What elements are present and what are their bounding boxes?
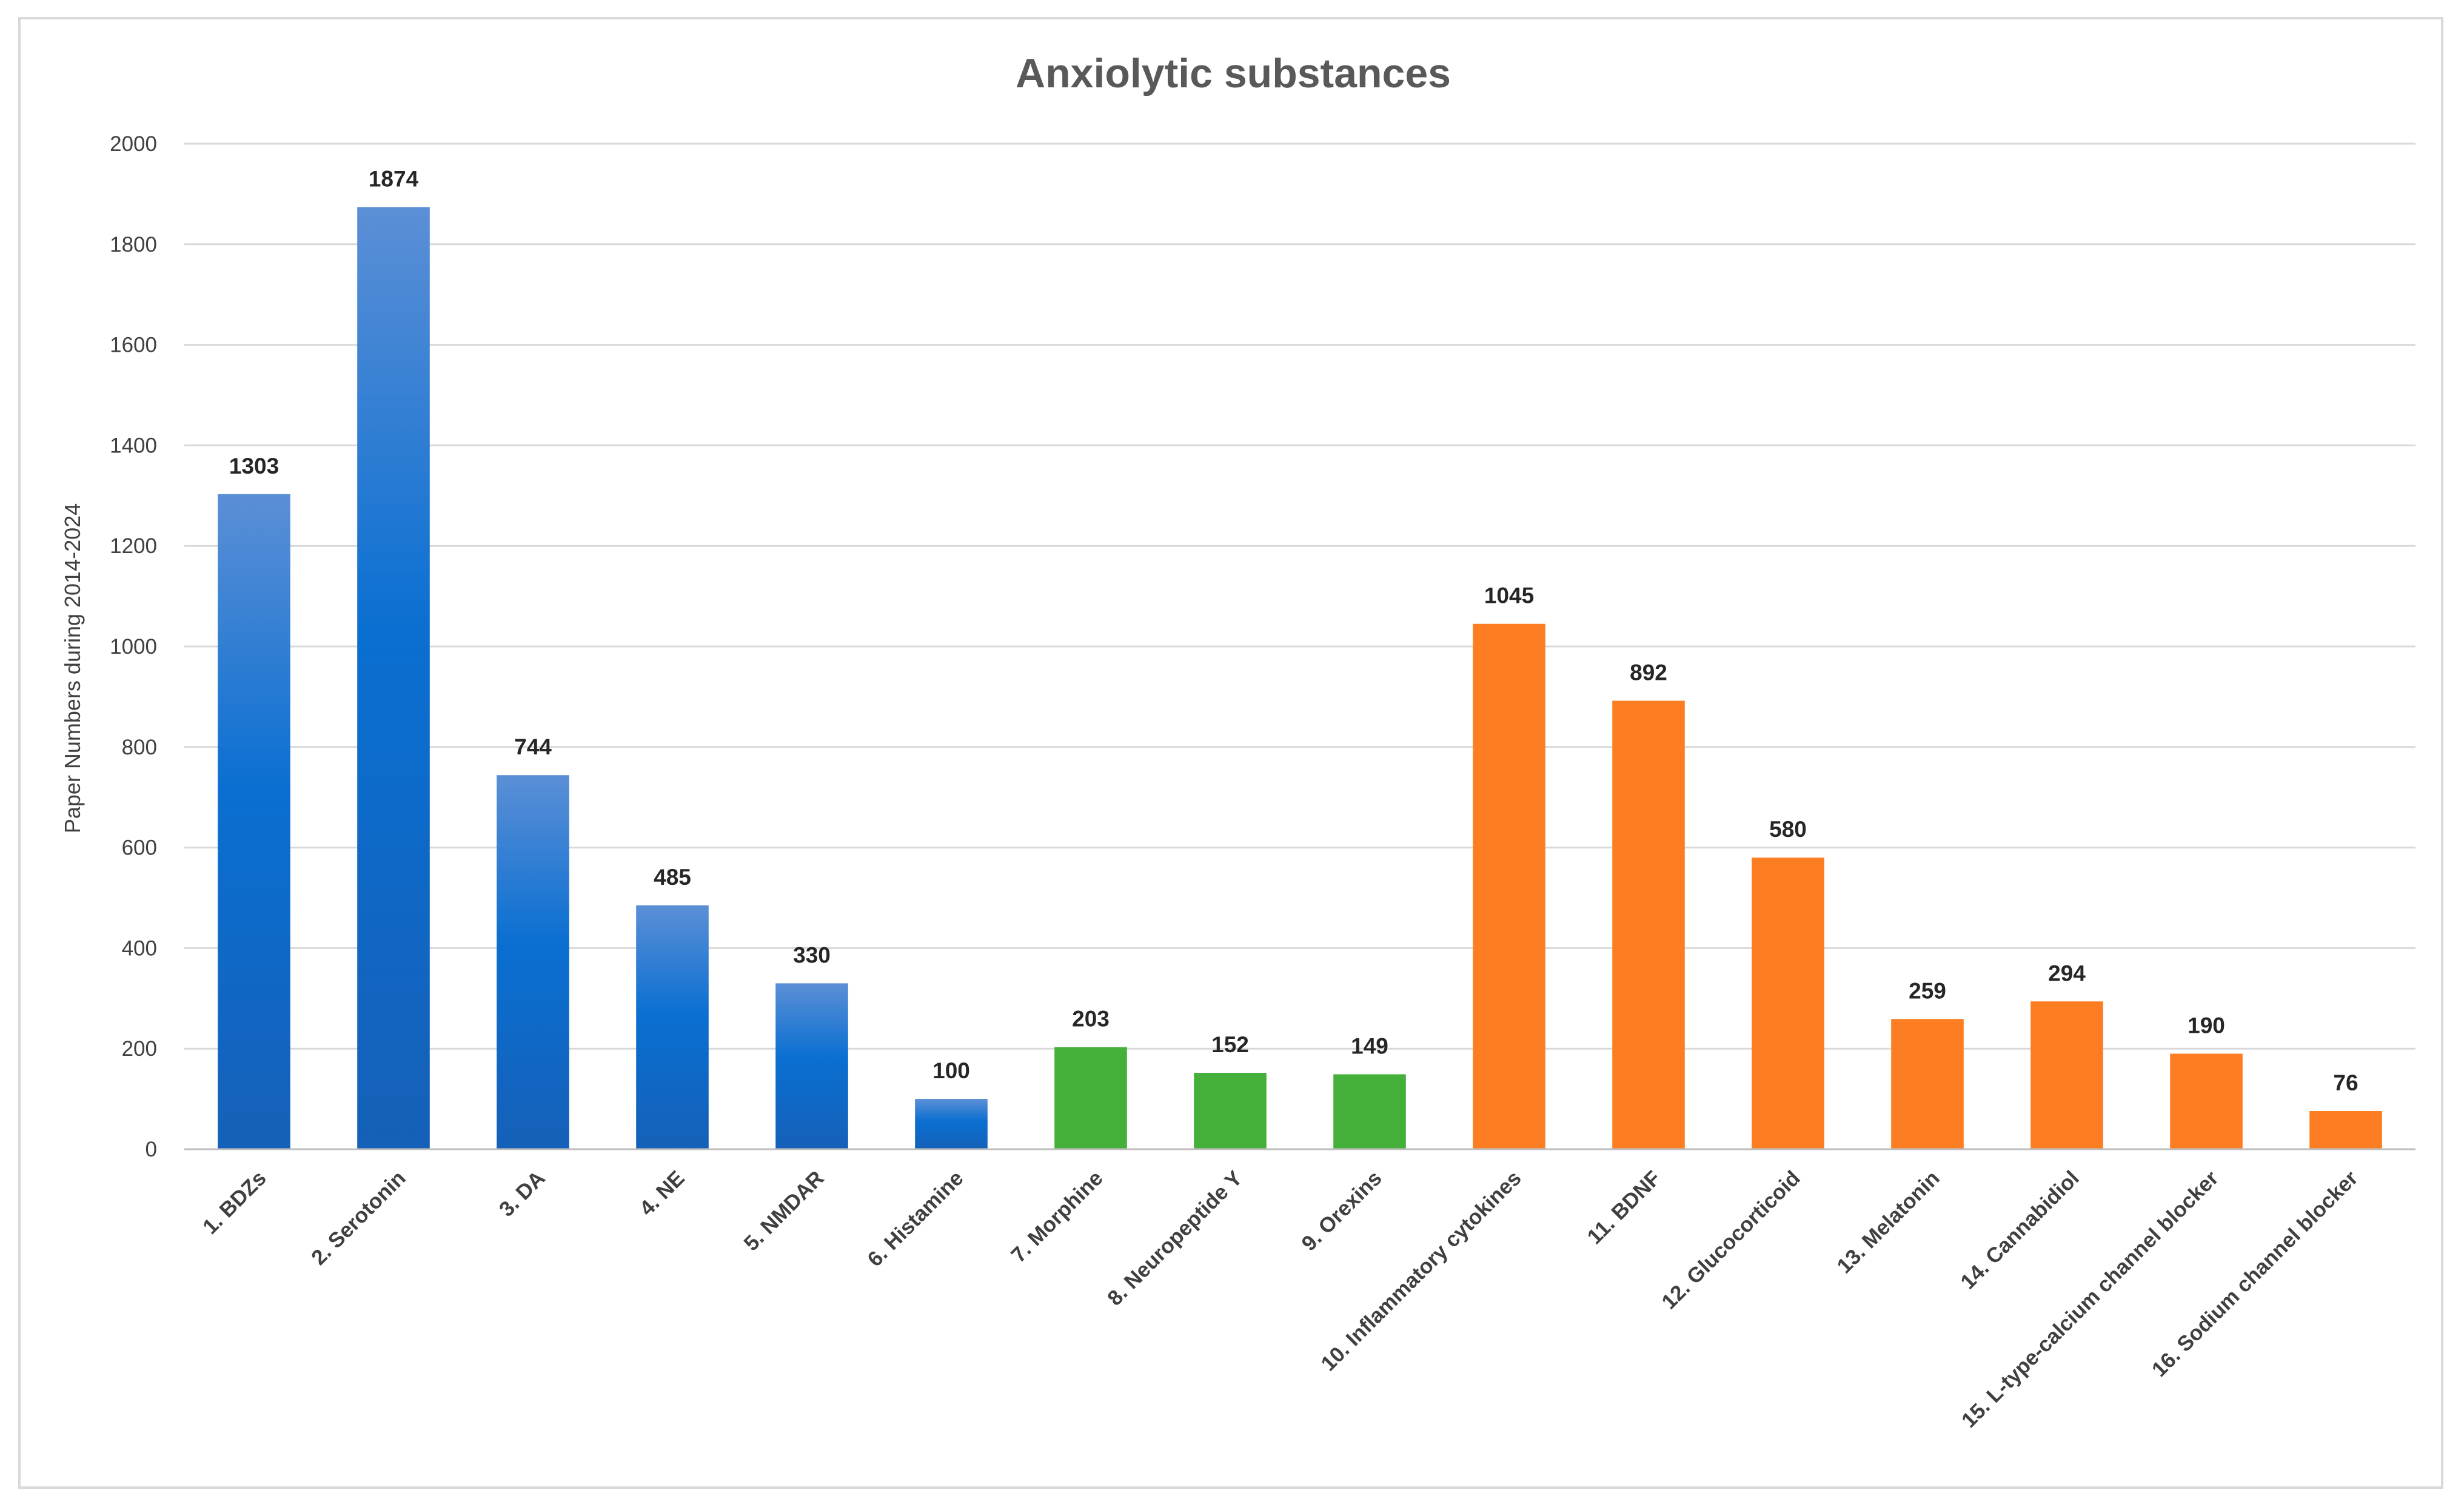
data-label: 149 (1351, 1033, 1388, 1058)
x-tick-label: 4. NE (635, 1166, 689, 1220)
bar (1612, 700, 1685, 1149)
y-tick-label: 200 (122, 1037, 157, 1061)
bar (357, 207, 430, 1150)
x-tick-label: 13. Melatonin (1832, 1166, 1944, 1278)
data-label: 1303 (229, 454, 279, 478)
data-label: 259 (1909, 978, 1946, 1003)
data-label: 330 (793, 942, 831, 967)
bar (1333, 1074, 1406, 1149)
x-axis-ticks: 1. BDZs 2. Serotonin 3. DA 4. NE 5. NMDAR 6. … (198, 1166, 2363, 1432)
bar (497, 775, 569, 1149)
data-label: 203 (1072, 1007, 1110, 1032)
bar (915, 1099, 988, 1149)
bar (2170, 1053, 2243, 1149)
x-tick-label: 6. Histamine (863, 1166, 968, 1271)
x-tick-label: 14. Cannabidiol (1956, 1166, 2083, 1294)
bar (1891, 1019, 1964, 1149)
y-tick-label: 1600 (110, 334, 157, 357)
x-tick-label: 1. BDZs (198, 1166, 271, 1239)
y-tick-label: 600 (122, 836, 157, 860)
chart-title: Anxiolytic substances (1016, 50, 1451, 96)
bar (218, 494, 290, 1149)
data-label: 892 (1630, 660, 1667, 685)
bar (1054, 1047, 1127, 1149)
x-tick-label: 11. BDNF (1582, 1166, 1665, 1249)
y-tick-label: 400 (122, 936, 157, 960)
data-label: 100 (932, 1058, 970, 1083)
x-tick-label: 8. Neuropeptide Y (1103, 1166, 1247, 1311)
x-tick-label: 12. Glucocorticoid (1657, 1166, 1804, 1314)
data-label: 190 (2188, 1013, 2225, 1038)
data-label: 485 (654, 865, 691, 890)
y-tick-label: 2000 (110, 132, 157, 156)
data-label: 580 (1769, 817, 1807, 842)
x-tick-label: 3. DA (495, 1166, 550, 1221)
bar (2030, 1001, 2103, 1149)
y-tick-label: 1200 (110, 534, 157, 558)
y-tick-label: 1400 (110, 434, 157, 457)
data-label: 152 (1211, 1032, 1249, 1057)
y-tick-label: 1800 (110, 233, 157, 257)
bar (636, 905, 709, 1149)
bar-chart: Anxiolytic substances Paper Numbers duri… (60, 50, 2415, 1432)
data-label: 76 (2333, 1070, 2358, 1095)
y-tick-label: 1000 (110, 635, 157, 659)
y-axis-label: Paper Numbers during 2014-2024 (60, 503, 85, 833)
bar (2309, 1110, 2382, 1149)
data-label: 294 (2048, 961, 2086, 985)
x-tick-label: 15. L-type-calcium channel blocker (1957, 1166, 2223, 1432)
y-axis-ticks: 0 200 400 600 800 1000 1200 1400 1600 1800 2000 (110, 132, 157, 1161)
bar (1194, 1072, 1267, 1149)
x-tick-label: 9. Orexins (1297, 1166, 1386, 1255)
y-tick-label: 0 (146, 1138, 157, 1161)
y-tick-label: 800 (122, 736, 157, 759)
data-label: 1874 (369, 166, 419, 191)
data-label: 1045 (1484, 583, 1534, 608)
bar (775, 983, 848, 1149)
data-label: 744 (514, 734, 552, 759)
x-tick-label: 2. Serotonin (307, 1166, 410, 1270)
chart-frame: Anxiolytic substances Paper Numbers duri… (18, 17, 2443, 1489)
bar (1752, 858, 1824, 1149)
bars (218, 207, 2382, 1150)
x-tick-label: 7. Morphine (1006, 1166, 1107, 1267)
bar (1473, 623, 1545, 1149)
data-labels: 1303 1874 744 485 330 100 203 152 149 1045 892 580 2… (229, 166, 2359, 1095)
x-tick-label: 5. NMDAR (739, 1166, 828, 1255)
